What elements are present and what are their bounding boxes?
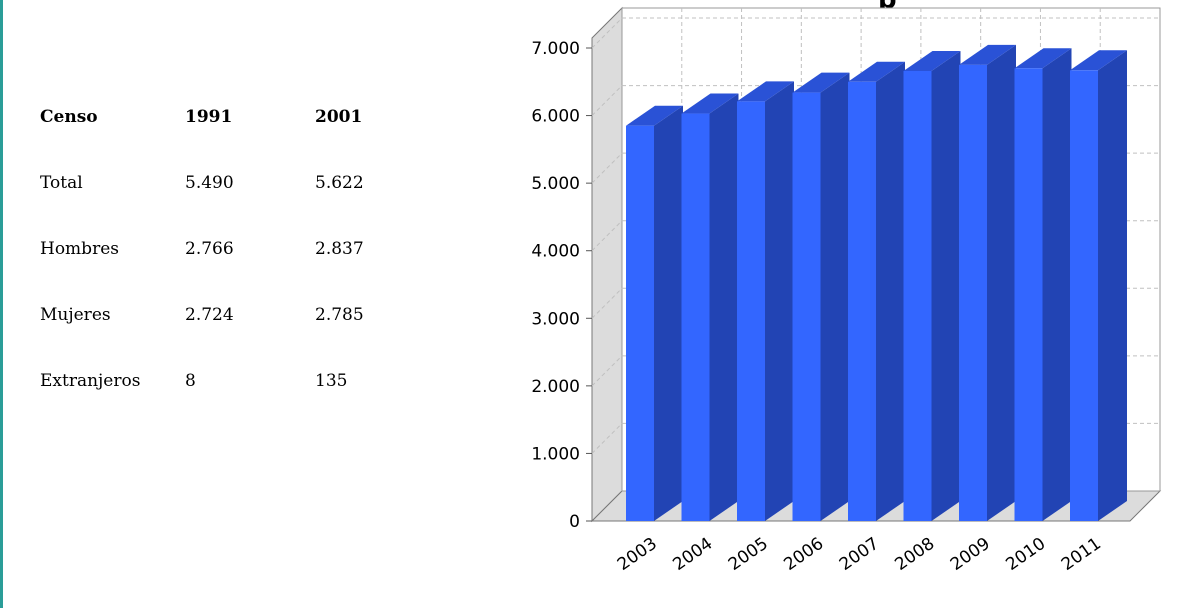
bar-2003 <box>626 105 683 521</box>
x-tick-label: 2007 <box>836 534 883 575</box>
x-tick-label: 2011 <box>1058 534 1105 575</box>
census-value-cell: 2.837 <box>315 239 364 259</box>
bar-front <box>959 64 987 522</box>
bar-front <box>1014 68 1043 522</box>
gridline-depth <box>591 355 623 387</box>
bar-side <box>820 72 850 522</box>
bar-side <box>987 44 1016 522</box>
x-tick-label: 2008 <box>891 534 938 575</box>
bar-side <box>765 81 794 521</box>
bar-2011 <box>1070 50 1127 521</box>
chart-left-wall <box>591 6 623 523</box>
census-header-cell: 2001 <box>315 107 363 127</box>
bar-2005 <box>737 81 794 521</box>
y-tick-label: 2.000 <box>531 377 580 397</box>
bar-side <box>876 61 905 522</box>
census-value-cell: 135 <box>315 371 348 391</box>
bar-front <box>626 125 654 521</box>
y-tick-label: 4.000 <box>531 242 580 262</box>
x-tick-label: 2006 <box>780 534 827 575</box>
y-tick-label: 1.000 <box>531 444 580 464</box>
gridline-depth <box>591 423 623 454</box>
y-tick-label: 7.000 <box>531 39 580 59</box>
census-table-row: Total 5.490 5.622 <box>40 150 415 216</box>
census-value-cell: 2.724 <box>185 305 234 325</box>
census-table-row: Extranjeros 8 135 <box>40 348 415 414</box>
gridline-depth <box>591 220 623 252</box>
bar-2008 <box>903 50 961 522</box>
bar-side <box>1042 48 1072 522</box>
bar-side <box>1098 50 1127 521</box>
census-value-cell: 2.766 <box>185 239 234 259</box>
bar-side <box>654 105 683 521</box>
gridline-depth <box>591 85 623 116</box>
bar-front <box>681 113 710 522</box>
bar-2010 <box>1014 48 1072 522</box>
census-value-cell: 8 <box>185 371 196 391</box>
bar-front <box>792 92 821 522</box>
census-value-cell: 2.785 <box>315 305 364 325</box>
bar-top <box>626 105 683 126</box>
bar-top <box>1014 48 1072 69</box>
bar-front <box>848 81 876 522</box>
census-value-cell: 5.622 <box>315 173 364 193</box>
x-tick-label: 2004 <box>669 534 716 575</box>
bar-top <box>848 61 905 82</box>
census-table-row: Mujeres 2.724 2.785 <box>40 282 415 348</box>
census-row-label: Extranjeros <box>40 371 141 391</box>
census-table-header-row: Censo 1991 2001 <box>40 84 415 150</box>
census-table-row: Hombres 2.766 2.837 <box>40 216 415 282</box>
x-tick-label: 2010 <box>1002 534 1049 575</box>
gridline-depth <box>591 152 623 184</box>
bar-side <box>931 50 961 522</box>
census-row-label: Total <box>40 173 83 193</box>
x-tick-label: 2005 <box>725 534 772 575</box>
census-row-label: Mujeres <box>40 305 111 325</box>
bar-top <box>1070 50 1127 71</box>
bar-2007 <box>848 61 905 522</box>
bar-2006 <box>792 72 850 522</box>
bar-front <box>903 70 932 521</box>
bar-front <box>737 101 765 521</box>
census-row-label: Hombres <box>40 239 119 259</box>
x-tick-label: 2003 <box>614 534 661 575</box>
y-tick-label: 5.000 <box>531 174 580 194</box>
bar-2004 <box>681 93 739 522</box>
gridline-depth <box>591 287 623 319</box>
bar-front <box>1070 70 1098 521</box>
bar-top <box>903 50 961 71</box>
bar-top <box>681 93 739 114</box>
bar-top <box>737 81 794 102</box>
census-header-cell: 1991 <box>185 107 233 127</box>
x-tick-label: 2009 <box>947 534 994 575</box>
census-table: Censo 1991 2001 Total 5.490 5.622 Hombres 2.766… <box>40 84 415 414</box>
gridline-depth <box>591 17 623 49</box>
left-border <box>0 0 3 608</box>
bar-top <box>792 72 850 93</box>
bar-side <box>709 93 739 522</box>
bar-2009 <box>959 44 1016 522</box>
y-tick-label: 0 <box>569 512 580 532</box>
census-value-cell: 5.490 <box>185 173 234 193</box>
y-tick-label: 6.000 <box>531 107 580 127</box>
bar-top <box>959 44 1016 65</box>
y-tick-label: 3.000 <box>531 309 580 329</box>
census-header-cell: Censo <box>40 107 98 127</box>
